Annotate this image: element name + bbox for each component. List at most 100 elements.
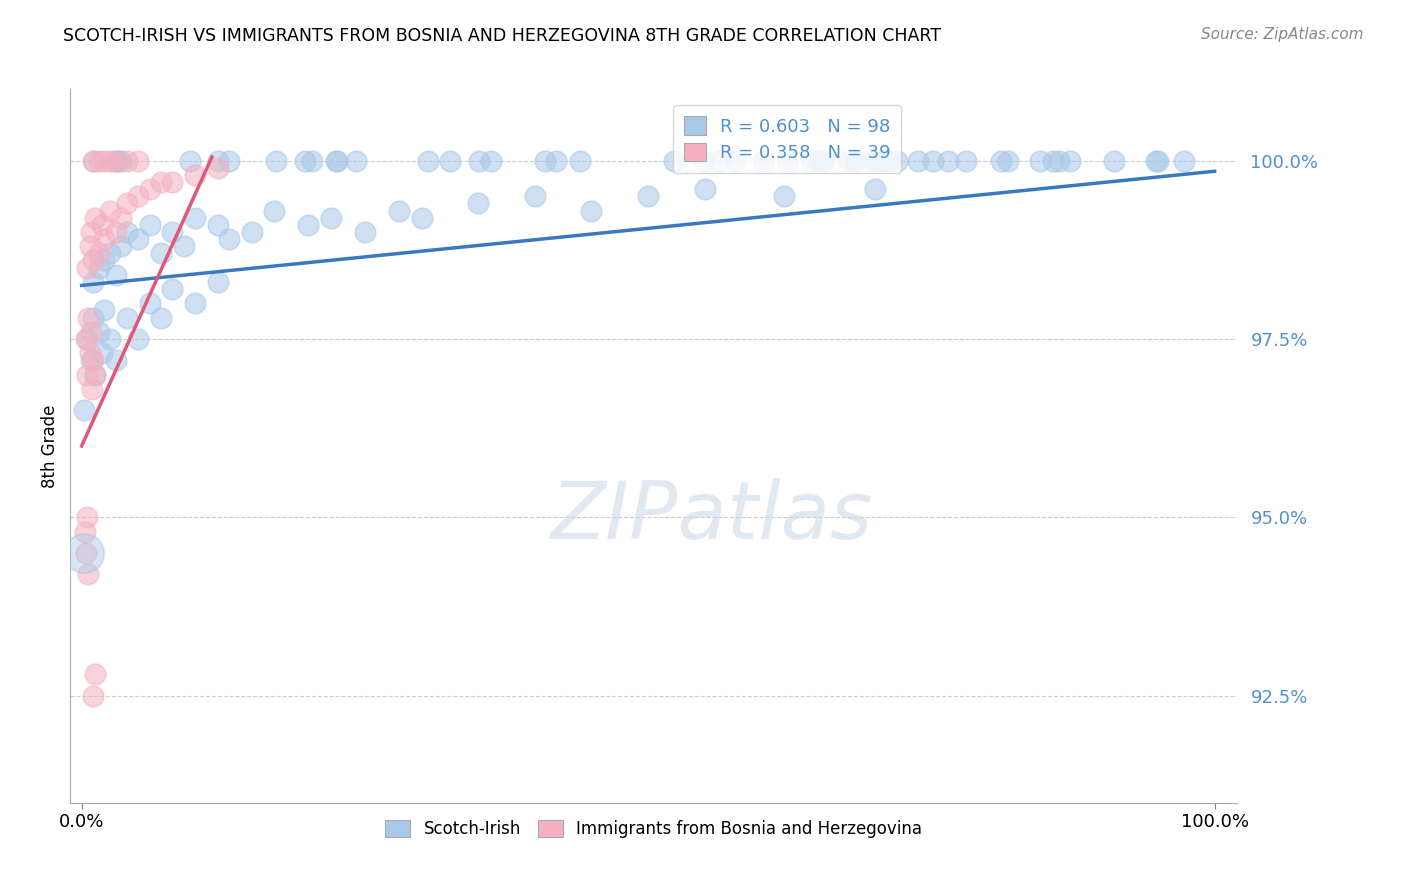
Point	[1144, 153, 1167, 168]
Point	[752, 153, 775, 168]
Point	[294, 153, 316, 168]
Point	[776, 153, 799, 168]
Point	[80, 353, 103, 368]
Point	[104, 353, 127, 368]
Point	[80, 325, 103, 339]
Point	[344, 153, 367, 168]
Point	[319, 211, 342, 225]
Point	[264, 153, 287, 168]
Point	[138, 296, 160, 310]
Point	[84, 667, 107, 681]
Point	[297, 218, 319, 232]
Point	[115, 225, 138, 239]
Point	[110, 211, 132, 225]
Point	[84, 368, 107, 382]
Point	[388, 203, 411, 218]
Point	[115, 310, 138, 325]
Point	[1173, 153, 1195, 168]
Point	[184, 211, 207, 225]
Point	[82, 353, 104, 368]
Point	[91, 346, 114, 360]
Point	[127, 232, 149, 246]
Point	[149, 175, 172, 189]
Point	[207, 161, 229, 175]
Point	[936, 153, 959, 168]
Point	[110, 153, 132, 168]
Point	[813, 153, 835, 168]
Point	[886, 153, 908, 168]
Point	[162, 175, 184, 189]
Point	[110, 239, 132, 253]
Point	[87, 153, 110, 168]
Point	[468, 153, 491, 168]
Point	[844, 153, 866, 168]
Point	[1028, 153, 1050, 168]
Point	[149, 246, 172, 260]
Point	[481, 153, 503, 168]
Point	[1147, 153, 1170, 168]
Point	[82, 689, 104, 703]
Point	[127, 153, 149, 168]
Point	[98, 332, 121, 346]
Point	[107, 153, 129, 168]
Text: ZIPatlas: ZIPatlas	[551, 478, 873, 557]
Point	[80, 382, 103, 396]
Legend: Scotch-Irish, Immigrants from Bosnia and Herzegovina: Scotch-Irish, Immigrants from Bosnia and…	[378, 813, 929, 845]
Point	[76, 332, 98, 346]
Point	[82, 153, 104, 168]
Y-axis label: 8th Grade: 8th Grade	[41, 404, 59, 488]
Point	[104, 153, 127, 168]
Point	[207, 218, 229, 232]
Point	[439, 153, 461, 168]
Point	[1059, 153, 1081, 168]
Point	[872, 153, 894, 168]
Point	[1042, 153, 1064, 168]
Point	[846, 153, 869, 168]
Point	[138, 182, 160, 196]
Point	[93, 303, 115, 318]
Point	[115, 196, 138, 211]
Point	[218, 153, 240, 168]
Point	[800, 153, 823, 168]
Point	[207, 153, 229, 168]
Point	[811, 153, 834, 168]
Point	[91, 218, 114, 232]
Point	[173, 239, 195, 253]
Point	[1047, 153, 1070, 168]
Point	[326, 153, 349, 168]
Point	[162, 282, 184, 296]
Point	[301, 153, 323, 168]
Point	[80, 225, 103, 239]
Point	[637, 189, 659, 203]
Point	[997, 153, 1019, 168]
Point	[263, 203, 285, 218]
Point	[73, 524, 96, 539]
Point	[990, 153, 1012, 168]
Point	[546, 153, 568, 168]
Point	[77, 310, 100, 325]
Point	[87, 246, 110, 260]
Point	[79, 239, 101, 253]
Point	[138, 218, 160, 232]
Point	[162, 225, 184, 239]
Point	[127, 189, 149, 203]
Point	[184, 168, 207, 182]
Point	[569, 153, 592, 168]
Point	[82, 275, 104, 289]
Point	[877, 153, 900, 168]
Text: SCOTCH-IRISH VS IMMIGRANTS FROM BOSNIA AND HERZEGOVINA 8TH GRADE CORRELATION CHA: SCOTCH-IRISH VS IMMIGRANTS FROM BOSNIA A…	[63, 27, 941, 45]
Point	[325, 153, 347, 168]
Point	[87, 325, 110, 339]
Point	[127, 332, 149, 346]
Point	[93, 253, 115, 268]
Point	[115, 153, 138, 168]
Point	[411, 211, 433, 225]
Point	[93, 153, 115, 168]
Point	[707, 153, 730, 168]
Point	[84, 211, 107, 225]
Point	[79, 346, 101, 360]
Point	[773, 189, 796, 203]
Point	[955, 153, 977, 168]
Point	[93, 232, 115, 246]
Point	[76, 368, 98, 382]
